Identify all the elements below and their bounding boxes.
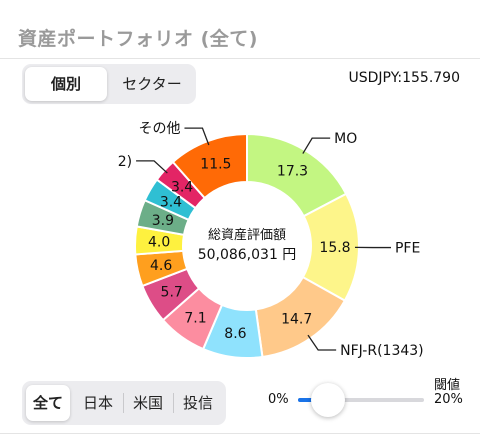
tab-sector[interactable]: セクター: [122, 75, 182, 93]
segment-divider: [173, 393, 174, 413]
tab-individual[interactable]: 個別: [25, 67, 107, 101]
slice-value-label: 11.5: [200, 157, 231, 173]
threshold-max-label: 20%: [434, 392, 463, 407]
slice-name-label: その他: [138, 121, 180, 137]
threshold-slider-thumb[interactable]: [311, 383, 346, 417]
market-segmented-control: 全て 日本 米国 投信: [22, 381, 226, 425]
slice-value-label: 4.0: [148, 235, 170, 251]
page-title: 資産ポートフォリオ (全て): [18, 28, 258, 50]
slice-leader-line: [136, 160, 168, 174]
center-total: 50,086,031 円: [198, 247, 297, 263]
slice-value-label: 4.6: [150, 258, 172, 274]
slice-value-label: 7.1: [184, 310, 206, 326]
slice-name-label: MO: [334, 131, 357, 147]
slice-value-label: 5.7: [161, 285, 183, 301]
slice-name-label: NFJ-R(1343): [340, 343, 424, 359]
bottom-divider: [0, 433, 480, 434]
slice-value-label: 14.7: [281, 312, 312, 328]
slice-value-label: 3.4: [160, 195, 182, 211]
slice-leader-line: [302, 137, 331, 154]
view-segmented-control: 個別 セクター: [22, 64, 196, 104]
slice-leader-line: [307, 334, 337, 351]
title-divider: [0, 58, 480, 59]
threshold-label: 閾値: [434, 378, 461, 393]
slice-leader-line: [184, 127, 210, 146]
threshold-slider-track[interactable]: [298, 398, 424, 402]
slice-value-label: 8.6: [224, 326, 246, 342]
tab-market-all[interactable]: 全て: [26, 385, 70, 421]
portfolio-donut-chart: 17.3 MO 15.8 PFE 14.7 NFJ-R(1343) 8.6 7.15.7 4.6…: [118, 121, 424, 359]
slice-name-label: PFE: [395, 241, 420, 257]
fx-rate-label: USDJPY:155.790: [348, 70, 460, 86]
tab-market-us[interactable]: 米国: [132, 394, 163, 412]
tab-market-japan[interactable]: 日本: [82, 394, 113, 412]
threshold-min-label: 0%: [268, 392, 289, 407]
slice-value-label: 17.3: [277, 164, 308, 180]
center-caption: 総資産評価額: [208, 227, 286, 243]
slice-value-label: 3.9: [152, 213, 174, 229]
slice-value-label: 3.4: [171, 180, 193, 196]
donut-slice[interactable]: [171, 132, 248, 200]
segment-divider: [123, 393, 124, 413]
slice-name-label: 2): [118, 154, 132, 170]
slice-value-label: 15.8: [319, 240, 350, 256]
tab-market-funds[interactable]: 投信: [182, 394, 213, 412]
